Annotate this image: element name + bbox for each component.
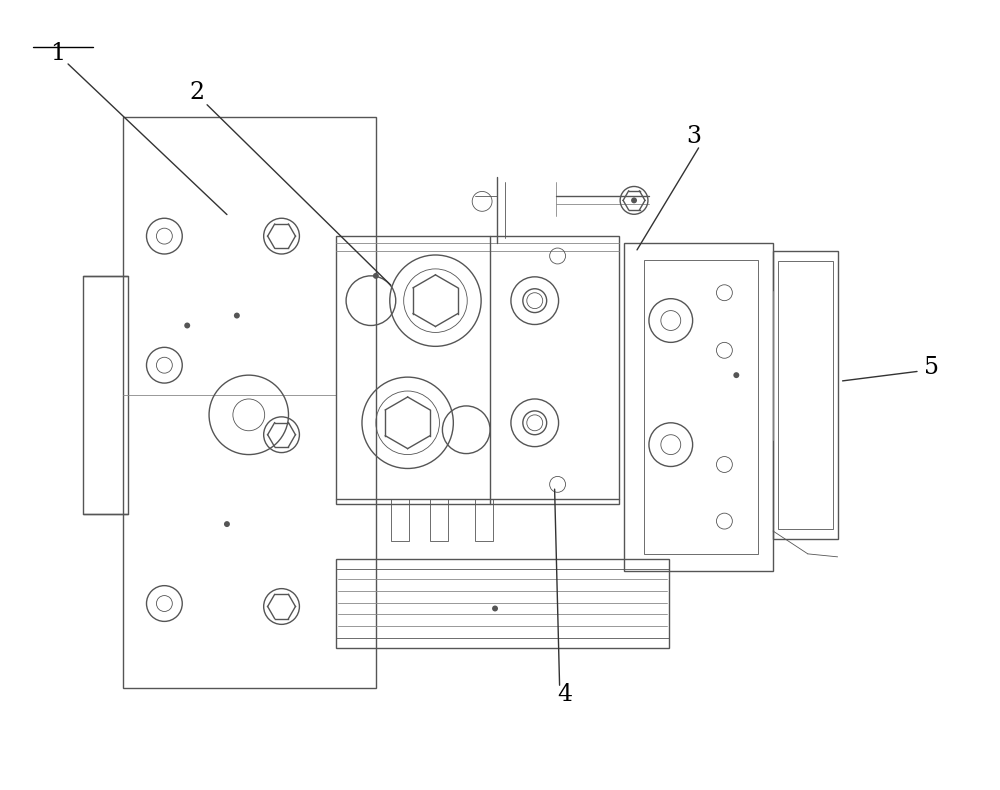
Circle shape bbox=[184, 322, 190, 329]
Circle shape bbox=[492, 605, 498, 611]
Bar bbox=[123, 117, 376, 688]
Text: 5: 5 bbox=[924, 356, 939, 379]
Circle shape bbox=[631, 198, 637, 203]
Text: 1: 1 bbox=[51, 43, 66, 66]
Circle shape bbox=[234, 313, 240, 318]
Bar bbox=[624, 243, 773, 570]
Circle shape bbox=[373, 273, 379, 279]
Bar bbox=[475, 499, 493, 541]
Bar bbox=[336, 559, 669, 649]
Bar bbox=[773, 251, 838, 539]
Bar bbox=[391, 499, 409, 541]
Bar bbox=[336, 569, 669, 638]
Circle shape bbox=[733, 372, 739, 378]
Bar bbox=[778, 261, 833, 529]
Bar bbox=[430, 499, 448, 541]
Bar bbox=[644, 260, 758, 554]
Text: 4: 4 bbox=[557, 683, 572, 706]
Circle shape bbox=[224, 521, 230, 527]
Bar bbox=[336, 236, 619, 504]
Text: 2: 2 bbox=[190, 81, 205, 104]
Bar bbox=[83, 276, 128, 514]
Text: 3: 3 bbox=[686, 125, 701, 148]
